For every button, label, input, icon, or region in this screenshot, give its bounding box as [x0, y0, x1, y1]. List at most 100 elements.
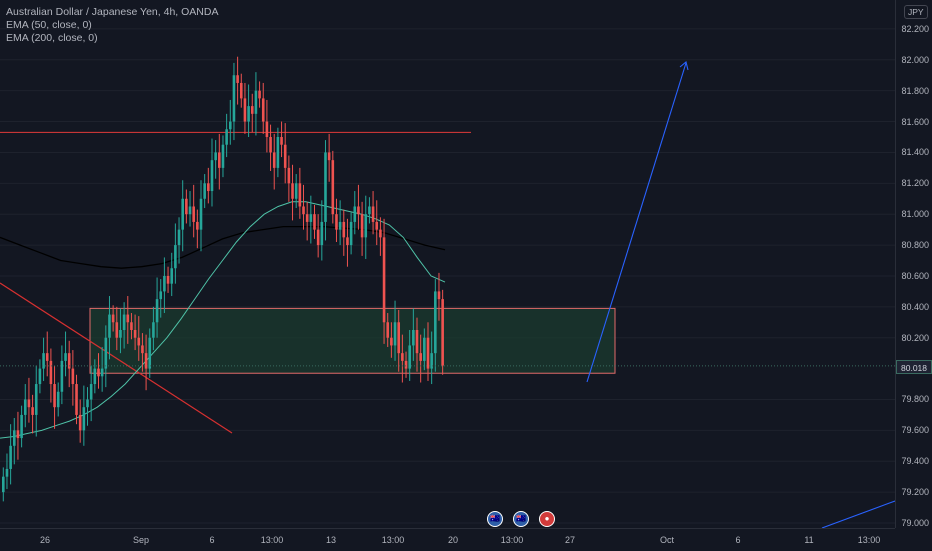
candle-body	[265, 121, 269, 137]
lower-trendline	[821, 500, 895, 528]
time-tick-label: Sep	[132, 535, 150, 545]
price-chart[interactable]: Australian Dollar / Japanese Yen, 4h, OA…	[0, 0, 895, 528]
candle-body	[210, 160, 214, 192]
candle-body	[338, 221, 342, 230]
candle-body	[287, 167, 291, 184]
candle-body	[119, 330, 122, 338]
price-tick-label: 81.600	[901, 116, 929, 127]
candle-body	[247, 106, 250, 122]
candle-body	[20, 414, 23, 439]
time-axis[interactable]: 26 Sep 6 13:00 13 13:00 20 13:00 27 Oct 6 11 13:00	[0, 528, 895, 551]
candle-body	[236, 75, 239, 83]
candle-body	[86, 399, 89, 408]
event-au-flag-icon[interactable]: 🇦🇺	[513, 511, 529, 527]
candle-body	[181, 198, 184, 230]
candle-body	[390, 337, 393, 346]
candle-body	[441, 299, 444, 366]
price-tick-label: 81.200	[901, 178, 929, 189]
candle-body	[353, 206, 357, 222]
candle-body	[23, 399, 27, 415]
candle-body	[276, 137, 280, 168]
candle-body	[225, 129, 228, 145]
candle-body	[78, 414, 82, 431]
price-tick-label: 80.800	[901, 240, 929, 251]
chart-legend: Australian Dollar / Japanese Yen, 4h, OA…	[6, 6, 218, 45]
candle-body	[45, 353, 49, 361]
price-tick-label: 82.200	[901, 23, 929, 34]
time-tick-label: 20	[447, 535, 459, 545]
candle-body	[302, 206, 305, 215]
candle-body	[31, 407, 34, 415]
time-tick-label: 13:00	[381, 535, 405, 545]
price-tick-label: 79.600	[901, 425, 929, 436]
candle-body	[415, 330, 419, 354]
candle-body	[188, 206, 192, 215]
price-tick-label: 80.600	[901, 270, 929, 281]
time-tick-label: Oct	[659, 535, 675, 545]
candle-body	[67, 353, 71, 369]
candle-body	[27, 399, 31, 408]
candle-body	[298, 183, 302, 207]
candle-body	[430, 353, 433, 369]
candle-body	[426, 337, 430, 369]
candle-body	[56, 391, 60, 408]
candle-body	[423, 337, 426, 361]
descending-trendline	[0, 282, 233, 434]
candle-body	[305, 214, 309, 222]
candle-body	[243, 98, 247, 122]
ema50-line	[0, 201, 446, 439]
price-tick-label: 80.200	[901, 332, 929, 343]
candle-body	[269, 137, 272, 153]
time-tick-label: 11	[804, 535, 814, 545]
candle-body	[324, 152, 327, 222]
candle-body	[82, 407, 86, 431]
candle-body	[203, 183, 206, 199]
candle-body	[159, 291, 163, 300]
candle-body	[360, 214, 364, 238]
candle-body	[218, 152, 221, 168]
candle-body	[382, 237, 386, 323]
candle-body	[163, 275, 166, 292]
candle-body	[349, 221, 353, 246]
candle-body	[316, 229, 320, 246]
event-dividend-icon[interactable]: ●	[539, 511, 555, 527]
candle-body	[104, 337, 108, 369]
projection-arrow-line	[586, 62, 687, 383]
candle-body	[368, 206, 371, 215]
candle-body	[254, 90, 258, 114]
candle-body	[346, 237, 349, 246]
candle-body	[393, 322, 397, 346]
candle-body	[42, 353, 45, 369]
candle-body	[60, 360, 64, 392]
candle-body	[419, 353, 422, 361]
chart-canvas[interactable]	[0, 0, 895, 528]
time-tick-label: 6	[209, 535, 215, 545]
candle-body	[174, 245, 177, 269]
time-tick-label: 6	[735, 535, 741, 545]
ema200-line	[0, 225, 446, 269]
candle-body	[49, 360, 53, 385]
candle-body	[115, 322, 119, 338]
candle-body	[371, 206, 375, 222]
price-tick-label: 79.400	[901, 456, 929, 467]
currency-badge[interactable]: JPY	[904, 5, 928, 19]
candle-body	[280, 137, 283, 145]
candle-body	[228, 121, 232, 130]
candle-body	[207, 183, 210, 192]
candle-body	[141, 345, 144, 354]
candle-body	[437, 291, 441, 300]
event-au-flag-icon[interactable]: 🇦🇺	[487, 511, 503, 527]
candle-body	[5, 468, 9, 477]
candle-body	[272, 152, 276, 168]
price-tick-label: 81.800	[901, 85, 929, 96]
current-price-label: 80.018	[896, 360, 932, 374]
candle-body	[2, 476, 5, 493]
candle-body	[291, 183, 294, 199]
candle-body	[239, 82, 243, 99]
price-axis[interactable]: 82.200 82.000 81.800 81.600 81.400 81.200 81.0…	[895, 0, 932, 528]
candle-body	[75, 384, 78, 415]
candle-body	[93, 368, 97, 385]
candle-body	[261, 98, 265, 122]
candle-body	[122, 314, 126, 330]
candle-body	[185, 198, 188, 215]
